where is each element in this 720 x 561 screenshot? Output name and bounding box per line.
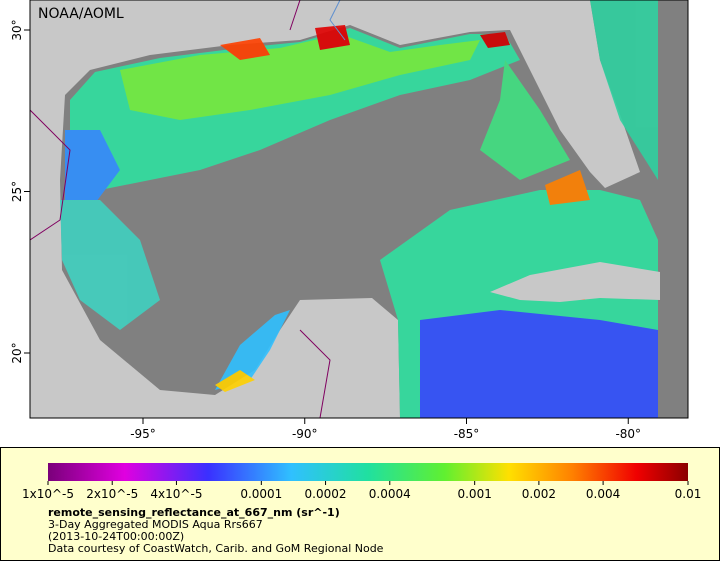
- border: [299, 329, 331, 418]
- lon-tick-label: -95°: [130, 427, 156, 441]
- lon-tick-label: -85°: [454, 427, 480, 441]
- legend-description: 3-Day Aggregated MODIS Aqua Rrs667: [48, 518, 263, 531]
- no-data: [658, 0, 688, 418]
- lat-tick-label: 30°: [10, 19, 24, 40]
- lon-tick-label: -80°: [615, 427, 641, 441]
- colorbar-tick-label: 1x10^-5: [22, 487, 74, 501]
- map: [30, 0, 688, 418]
- lon-tick-label: -90°: [292, 427, 318, 441]
- border: [289, 0, 301, 31]
- colorbar-tick-label: 0.0002: [305, 487, 347, 501]
- lat-tick-label: 20°: [10, 342, 24, 363]
- colorbar: [48, 463, 688, 481]
- lat-tick-label: 25°: [10, 181, 24, 202]
- colorbar-tick-label: 0.002: [522, 487, 556, 501]
- colorbar-tick-label: 0.001: [457, 487, 491, 501]
- map-frame: [29, 0, 689, 419]
- colorbar-tick-label: 0.004: [586, 487, 620, 501]
- river: [329, 0, 346, 41]
- colorbar-tick-label: 0.0001: [240, 487, 282, 501]
- reflectance-imagery: [60, 0, 658, 418]
- cuba: [490, 262, 660, 302]
- colorbar-tick-label: 2x10^-5: [86, 487, 138, 501]
- legend-credit: Data courtesy of CoastWatch, Carib. and …: [48, 542, 384, 555]
- border: [30, 109, 71, 241]
- colorbar-tick-label: 4x10^-5: [150, 487, 202, 501]
- colorbar-tick-label: 0.01: [675, 487, 702, 501]
- legend-variable: remote_sensing_reflectance_at_667_nm (sr…: [48, 506, 340, 519]
- colorbar-tick-label: 0.0004: [369, 487, 411, 501]
- legend-time: (2013-10-24T00:00:00Z): [48, 530, 184, 543]
- map-title: NOAA/AOML: [38, 6, 124, 22]
